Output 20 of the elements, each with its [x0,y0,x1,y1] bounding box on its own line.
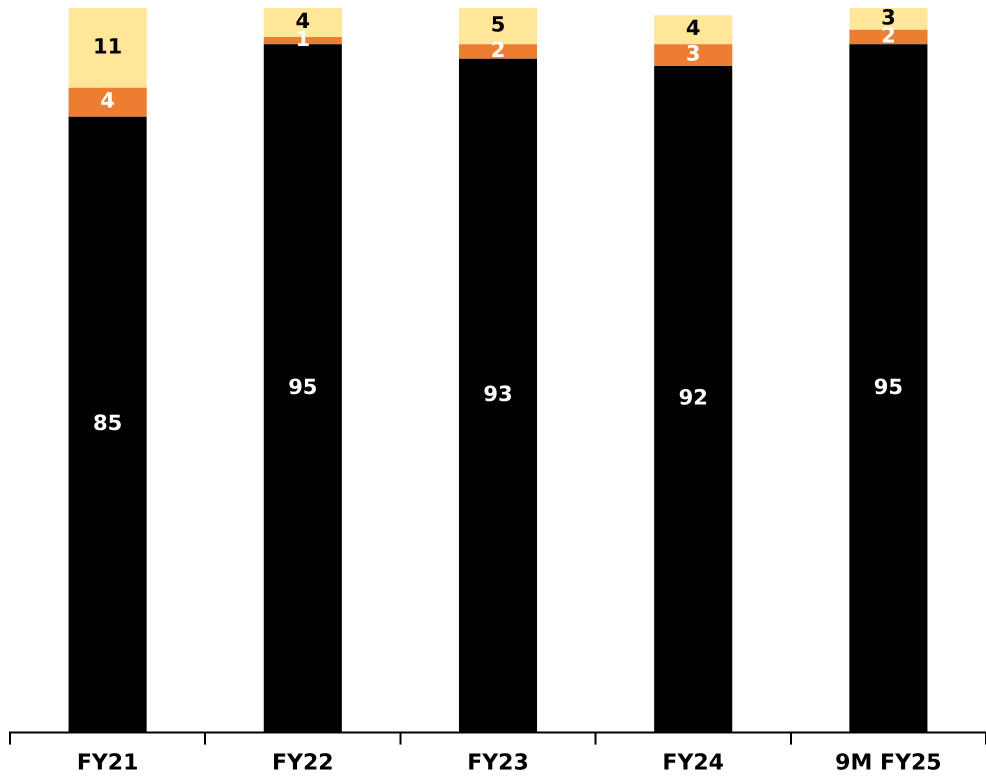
data-label: 93 [483,382,513,406]
data-label: 95 [874,374,904,399]
x-tick-label: FY21 [76,750,138,776]
data-label: 5 [490,12,506,37]
data-label: 3 [686,42,701,66]
x-tick-label: FY23 [467,750,529,776]
bar [68,88,147,117]
bar [654,15,732,44]
data-label: 85 [92,411,122,436]
data-label: 4 [100,88,115,113]
data-label: 2 [490,38,506,62]
bar [654,44,732,66]
x-tick-label: FY24 [662,750,724,776]
data-label: 95 [288,374,318,399]
data-label: 4 [686,16,701,40]
data-label: 92 [678,386,708,410]
x-tick-label: 9M FY25 [835,750,942,776]
data-label: 11 [92,34,122,58]
bar [68,8,147,88]
x-tick-label: FY22 [272,750,334,776]
